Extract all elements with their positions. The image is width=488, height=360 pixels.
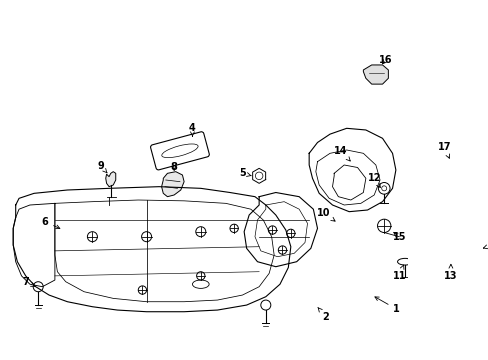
- Text: 2: 2: [317, 307, 328, 322]
- Polygon shape: [161, 172, 184, 197]
- Text: 4: 4: [189, 123, 195, 136]
- Text: 1: 1: [374, 297, 399, 314]
- Text: 16: 16: [378, 55, 392, 65]
- Text: 5: 5: [239, 168, 251, 178]
- Text: 11: 11: [392, 265, 405, 281]
- Polygon shape: [363, 65, 387, 84]
- Text: 8: 8: [170, 162, 177, 172]
- Text: 13: 13: [443, 264, 457, 281]
- Text: 6: 6: [41, 217, 60, 229]
- Text: 10: 10: [317, 208, 334, 221]
- Polygon shape: [105, 172, 116, 187]
- Text: 7: 7: [22, 277, 35, 287]
- Text: 9: 9: [97, 161, 107, 173]
- Text: 15: 15: [392, 232, 405, 242]
- Text: 3: 3: [483, 240, 488, 250]
- Text: 14: 14: [333, 146, 349, 161]
- Text: 12: 12: [366, 173, 380, 188]
- Text: 17: 17: [437, 141, 450, 158]
